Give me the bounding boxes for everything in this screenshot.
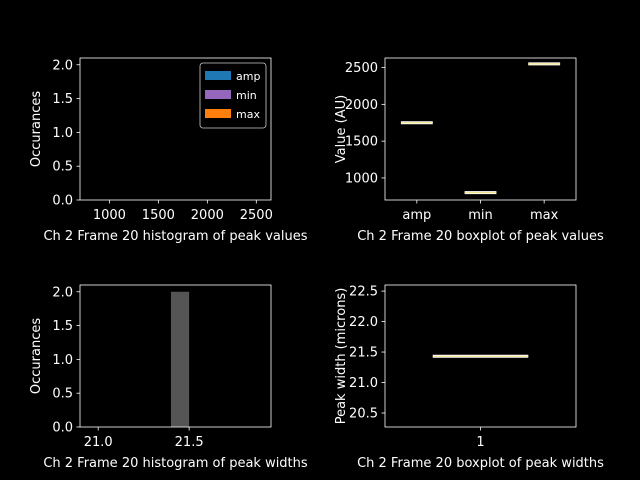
x-tick-label: 21.5 [175,435,204,450]
y-tick-label: 1.0 [52,353,73,368]
axes-frame [79,57,272,201]
x-axis-label: Ch 2 Frame 20 boxplot of peak values [357,229,604,244]
axes-frame [79,284,272,428]
y-tick-label: 21.0 [349,376,378,391]
y-tick-label: 2000 [345,98,378,113]
y-tick-label: 22.5 [349,285,378,300]
y-tick-label: 2.0 [52,58,73,73]
panel-1: 0.0 0.5 1.0 1.5 2.0 1000 1500 2000 2500 Ch 2 Fram… [29,57,308,244]
y-tick-label: 2500 [345,61,378,76]
x-axis-label: Ch 2 Frame 20 boxplot of peak widths [357,456,604,471]
legend-swatch [205,109,231,118]
y-tick-label: 21.5 [349,346,378,361]
histogram-bar [170,291,190,427]
y-axis-label: Peak width (microns) [334,288,349,425]
y-axis-label: Occurances [29,91,44,167]
x-tick-label: 2500 [240,208,273,223]
x-tick-label: 1500 [142,208,175,223]
y-tick-label: 0.0 [52,421,73,436]
x-tick-label: min [468,208,493,223]
x-tick-label: 1 [476,435,484,450]
panel-2: 1000 1500 2000 2500 amp min max Ch 2 Frame 20 b… [334,57,604,244]
legend-label: max [236,108,260,121]
y-tick-label: 2.0 [52,285,73,300]
legend-label: min [236,89,257,102]
y-tick-label: 0.0 [52,194,73,209]
y-tick-label: 0.5 [52,387,73,402]
x-tick-label: 1000 [93,208,126,223]
x-axis-label: Ch 2 Frame 20 histogram of peak widths [43,456,308,471]
y-tick-label: 1.5 [52,92,73,107]
legend-label: amp [236,70,260,83]
y-tick-label: 20.5 [349,406,378,421]
x-tick-label: 2000 [191,208,224,223]
y-axis-label: Value (AU) [334,95,349,163]
legend: amp min max [199,62,267,129]
panel-4: 20.5 21.0 21.5 22.0 22.5 1 Ch 2 Frame 20 boxpl… [334,285,604,471]
x-tick-label: 21.0 [84,435,113,450]
panel-3: 0.0 0.5 1.0 1.5 2.0 21.0 21.5 Ch 2 Frame 20 his… [29,284,308,471]
x-tick-label: max [530,208,559,223]
legend-swatch [205,71,231,80]
y-tick-label: 1500 [345,135,378,150]
legend-swatch [205,90,231,99]
y-tick-label: 1.5 [52,319,73,334]
x-axis-label: Ch 2 Frame 20 histogram of peak values [43,229,307,244]
y-tick-label: 22.0 [349,315,378,330]
y-tick-label: 1.0 [52,126,73,141]
y-axis-label: Occurances [29,318,44,394]
x-tick-label: amp [402,208,431,223]
axes-frame [384,57,577,201]
y-tick-label: 0.5 [52,160,73,175]
y-tick-label: 1000 [345,171,378,186]
